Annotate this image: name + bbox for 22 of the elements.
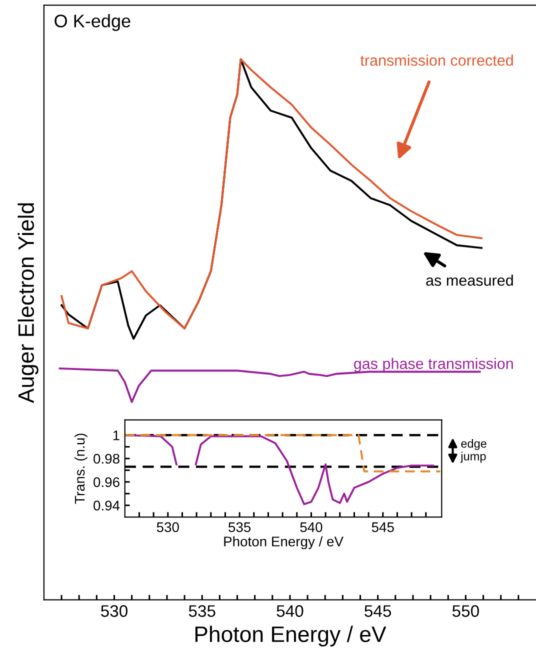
annotation: gas phase transmission	[354, 358, 513, 372]
x-tick-label: 550	[452, 605, 479, 617]
annotation: transmission corrected	[360, 54, 513, 66]
y-tick-label: 0.94	[94, 500, 120, 510]
annotation: as measured	[426, 274, 513, 286]
x-tick-label: 530	[101, 605, 128, 617]
y-axis-title: Trans. (n.u)	[74, 434, 88, 504]
y-tick-label: 1	[113, 430, 120, 440]
x-tick-label: 535	[188, 605, 216, 617]
y-tick-label: 0.96	[94, 477, 120, 488]
x-tick-label: 545	[364, 605, 392, 617]
y-tick-label: 0.98	[94, 454, 120, 464]
chart-title: O K-edge	[54, 14, 130, 31]
x-tick-label: 540	[276, 605, 304, 617]
x-tick-label: 535	[228, 522, 251, 532]
x-axis-title: Photon Energy / eV	[224, 536, 344, 550]
y-axis-title: Auger Electron Yield	[18, 203, 38, 404]
x-axis-title: Photon Energy / eV	[195, 626, 386, 647]
annotation: edge jump	[460, 439, 486, 463]
x-tick-label: 545	[372, 522, 394, 532]
x-tick-label: 540	[300, 522, 322, 532]
x-tick-label: 530	[156, 522, 179, 532]
